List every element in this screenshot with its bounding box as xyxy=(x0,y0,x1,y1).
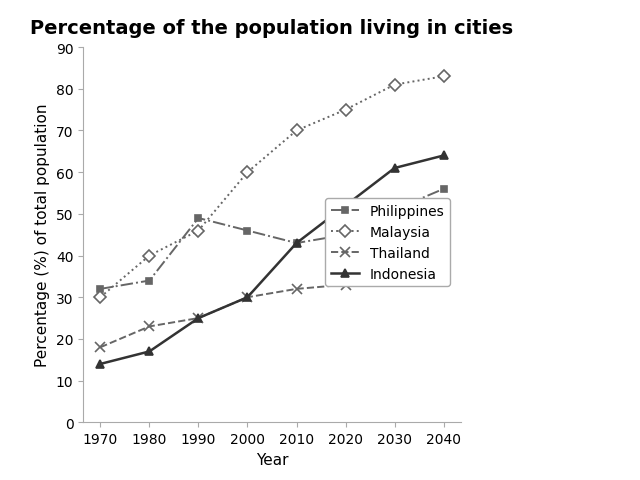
Y-axis label: Percentage (%) of total population: Percentage (%) of total population xyxy=(35,104,51,367)
Legend: Philippines, Malaysia, Thailand, Indonesia: Philippines, Malaysia, Thailand, Indones… xyxy=(325,199,450,287)
Title: Percentage of the population living in cities: Percentage of the population living in c… xyxy=(31,19,513,38)
X-axis label: Year: Year xyxy=(256,452,288,467)
